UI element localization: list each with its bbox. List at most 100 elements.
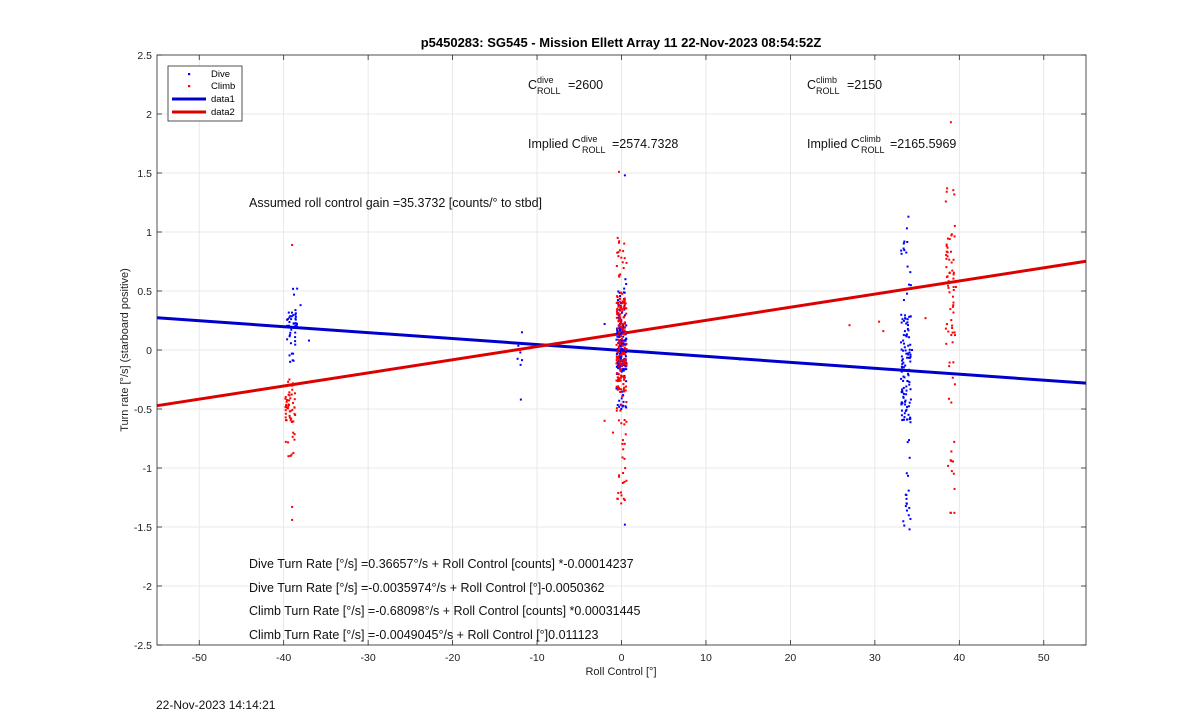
legend-label: data1: [211, 94, 235, 105]
dive-fit-degrees-equation: Dive Turn Rate [°/s] =-0.0035974°/s + Ro…: [249, 581, 605, 595]
dive-point: [296, 287, 299, 290]
dive-point: [308, 339, 311, 342]
climb-point: [622, 301, 625, 304]
dive-point: [619, 351, 622, 354]
dive-point: [615, 338, 618, 341]
dive-point: [902, 379, 905, 382]
dive-point: [901, 389, 904, 392]
climb-point: [290, 393, 293, 396]
dive-point: [903, 376, 906, 379]
climb-point: [625, 401, 628, 404]
dive-point: [906, 327, 909, 330]
climb-point: [615, 264, 618, 267]
climb-point: [620, 256, 623, 259]
dive-point: [904, 409, 907, 412]
climb-point: [623, 321, 626, 324]
dive-point: [286, 318, 289, 321]
dive-point: [620, 370, 623, 373]
c-roll-climb-value: =2150: [847, 78, 882, 92]
dive-point: [623, 350, 626, 353]
dive-point: [904, 349, 907, 352]
climb-point: [620, 368, 623, 371]
climb-point: [953, 334, 956, 337]
dive-point: [907, 215, 910, 218]
y-tick-label: 1: [146, 227, 152, 239]
dive-point: [616, 348, 619, 351]
dive-point: [619, 295, 622, 298]
climb-point: [617, 380, 620, 383]
climb-point: [618, 309, 621, 312]
climb-point: [287, 399, 290, 402]
climb-point: [292, 451, 295, 454]
climb-point: [616, 236, 619, 239]
climb-point: [624, 348, 627, 351]
roll-gain-annotation: Assumed roll control gain =35.3732 [coun…: [249, 196, 542, 210]
dive-point: [292, 293, 295, 296]
dive-point: [519, 363, 522, 366]
climb-point: [617, 241, 620, 244]
implied-c-roll-climb-annotation: Implied Cclimb ROLL =2165.5969: [807, 134, 956, 155]
dive-point: [619, 330, 622, 333]
climb-point: [288, 414, 291, 417]
y-tick-label: 2: [146, 109, 152, 121]
climb-point: [519, 349, 522, 351]
climb-point: [621, 351, 624, 354]
climb-point: [623, 390, 626, 393]
dive-point: [907, 374, 910, 377]
climb-point: [953, 331, 956, 334]
dive-point: [624, 278, 627, 281]
dive-point: [907, 405, 910, 408]
dive-point: [906, 418, 909, 421]
climb-point: [615, 316, 618, 319]
climb-point: [947, 397, 950, 400]
dive-point: [622, 343, 625, 346]
climb-point: [284, 412, 287, 415]
dive-point: [907, 344, 910, 347]
dive-point: [908, 418, 911, 421]
climb-point: [946, 251, 949, 254]
climb-point: [615, 310, 618, 313]
climb-point: [622, 351, 625, 354]
climb-point: [618, 342, 621, 345]
x-tick-label: 20: [785, 652, 797, 664]
climb-point: [621, 261, 624, 264]
dive-point: [901, 402, 904, 405]
implied-dive-sub: ROLL: [582, 145, 606, 155]
climb-point: [952, 273, 955, 276]
climb-point: [944, 200, 947, 203]
climb-point: [624, 331, 627, 334]
dive-point: [621, 394, 624, 397]
climb-point: [951, 305, 954, 308]
climb-point: [618, 324, 621, 327]
dive-point: [907, 474, 910, 477]
climb-point: [623, 442, 626, 445]
climb-point: [622, 329, 625, 332]
dive-point: [905, 333, 908, 336]
dive-point: [295, 322, 298, 325]
dive-point: [902, 319, 905, 322]
dive-point: [901, 362, 904, 365]
dive-point: [909, 355, 912, 358]
climb-point: [289, 397, 292, 400]
climb-point: [617, 491, 620, 494]
climb-point: [621, 395, 624, 398]
climb-point: [623, 242, 626, 245]
climb-point: [287, 441, 290, 444]
dive-point: [909, 398, 912, 401]
dive-point: [618, 291, 621, 294]
dive-point: [908, 439, 911, 442]
dive-point: [906, 441, 909, 444]
dive-point: [906, 265, 909, 268]
climb-point: [288, 410, 291, 413]
climb-point: [293, 406, 296, 409]
climb-point: [616, 309, 619, 312]
climb-point: [948, 291, 951, 294]
climb-point: [952, 285, 955, 288]
y-tick-label: 0.5: [137, 286, 152, 298]
dive-point: [907, 413, 910, 416]
climb-point: [624, 307, 627, 310]
implied-climb-sub: ROLL: [861, 145, 885, 155]
dive-point: [905, 227, 908, 230]
climb-point: [616, 350, 619, 353]
climb-point: [294, 413, 297, 416]
